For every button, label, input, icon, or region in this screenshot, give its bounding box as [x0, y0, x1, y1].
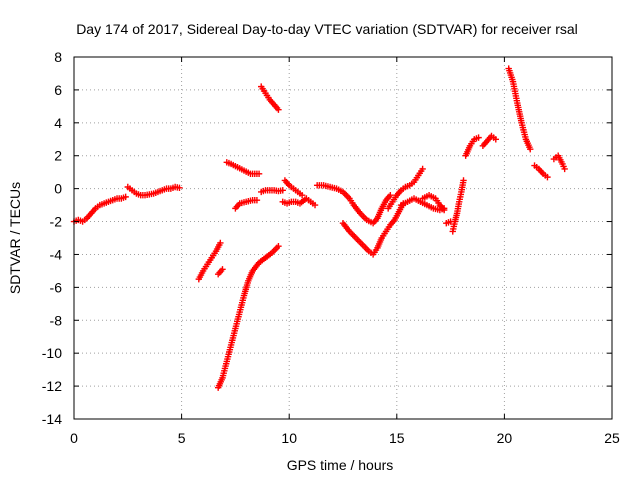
data-point-marker: [527, 145, 534, 153]
data-point-marker: [561, 165, 568, 173]
data-point-marker: [122, 193, 129, 201]
x-tick-label: 0: [70, 430, 78, 446]
y-axis-title: SDTVAR / TECUs: [7, 182, 23, 294]
x-axis-title: GPS time / hours: [287, 457, 394, 473]
y-tick-label: 4: [54, 115, 62, 131]
data-point-marker: [492, 136, 499, 143]
data-point-marker: [387, 192, 394, 199]
y-tick-label: 2: [54, 148, 62, 164]
data-point-marker: [217, 239, 224, 247]
data-point-marker: [298, 192, 306, 199]
data-point-marker: [275, 106, 282, 113]
plot-area-frame: [73, 56, 613, 420]
x-tick-label: 15: [389, 430, 405, 446]
data-point-marker: [275, 243, 282, 250]
y-tick-label: -12: [42, 378, 62, 394]
chart-title: Day 174 of 2017, Sidereal Day-to-day VTE…: [76, 21, 578, 37]
axis-ticks: [73, 56, 613, 420]
data-point-marker: [311, 201, 319, 209]
data-series: [70, 65, 568, 391]
x-tick-label: 20: [497, 430, 513, 446]
data-point-marker: [460, 177, 467, 184]
y-tick-label: -4: [50, 246, 63, 262]
data-point-marker: [279, 187, 286, 194]
data-point-marker: [440, 206, 448, 214]
data-point-marker: [253, 196, 261, 204]
x-tick-label: 25: [604, 430, 620, 446]
y-tick-label: 8: [54, 49, 62, 65]
data-point-marker: [219, 266, 226, 273]
y-tick-label: -8: [50, 312, 63, 328]
y-tick-label: -14: [42, 411, 62, 427]
y-tick-label: -2: [50, 214, 63, 230]
data-point-marker: [544, 173, 551, 181]
y-tick-label: -6: [50, 279, 63, 295]
x-tick-label: 10: [281, 430, 297, 446]
x-tick-label: 5: [178, 430, 186, 446]
y-tick-label: 6: [54, 82, 62, 98]
y-tick-label: -10: [42, 345, 62, 361]
data-point-marker: [176, 184, 183, 192]
grid-lines: [74, 57, 612, 419]
data-point-marker: [255, 170, 263, 178]
y-tick-label: 0: [54, 181, 62, 197]
data-point-marker: [475, 134, 482, 141]
data-point-marker: [419, 165, 426, 173]
